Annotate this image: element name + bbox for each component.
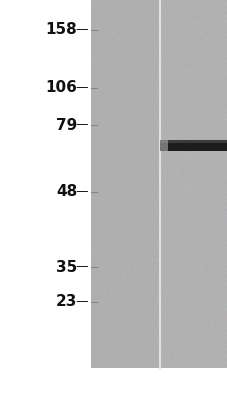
Text: —: — [75,186,88,198]
Text: —: — [75,24,88,36]
Bar [159,140,227,143]
Text: 35: 35 [56,260,77,274]
Text: 79: 79 [56,118,77,132]
Text: —: — [75,82,88,94]
Bar [159,140,167,150]
Text: —: — [75,118,88,132]
Text: 23: 23 [56,294,77,310]
Text: —: — [75,296,88,308]
Text: —: — [75,260,88,274]
Text: 158: 158 [45,22,77,38]
Text: 48: 48 [56,184,77,200]
Bar [159,0,227,368]
Text: 106: 106 [45,80,77,96]
Bar [91,0,159,368]
Bar [91,368,227,400]
Bar [159,140,227,150]
